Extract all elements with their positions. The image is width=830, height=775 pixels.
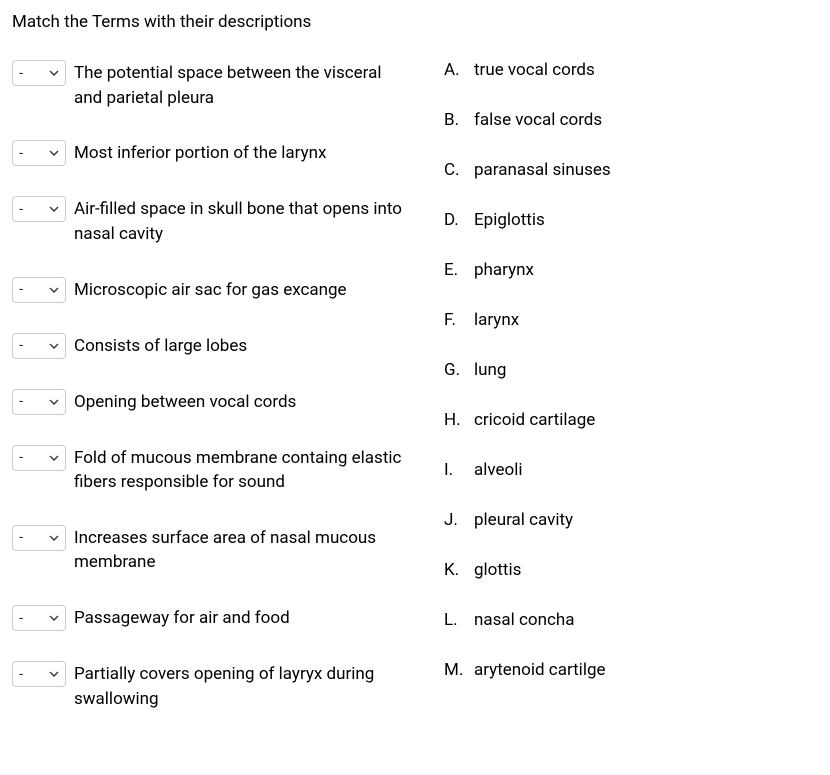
- chevron-down-icon: [49, 150, 59, 156]
- chevron-down-icon: [49, 343, 59, 349]
- question-row: - Fold of mucous membrane containg elast…: [12, 445, 412, 495]
- answer-text: glottis: [474, 560, 521, 580]
- answer-text: larynx: [474, 310, 519, 330]
- dropdown-value: -: [19, 282, 23, 297]
- answer-letter: E.: [444, 260, 464, 280]
- answer-letter: F.: [444, 310, 464, 330]
- answer-dropdown[interactable]: -: [12, 525, 66, 551]
- dropdown-value: -: [19, 667, 23, 682]
- answer-dropdown[interactable]: -: [12, 389, 66, 415]
- question-row: - Partially covers opening of layryx dur…: [12, 661, 412, 711]
- answer-dropdown[interactable]: -: [12, 605, 66, 631]
- answer-row: L. nasal concha: [444, 610, 818, 630]
- answer-row: J. pleural cavity: [444, 510, 818, 530]
- question-text: Fold of mucous membrane containg elastic…: [74, 445, 412, 495]
- answer-row: M. arytenoid cartilge: [444, 660, 818, 680]
- chevron-down-icon: [49, 206, 59, 212]
- answer-dropdown[interactable]: -: [12, 661, 66, 687]
- question-row: - Most inferior portion of the larynx: [12, 140, 412, 166]
- question-text: The potential space between the visceral…: [74, 60, 412, 110]
- answer-text: lung: [474, 360, 506, 380]
- dropdown-value: -: [19, 146, 23, 161]
- dropdown-value: -: [19, 338, 23, 353]
- answer-text: cricoid cartilage: [474, 410, 595, 430]
- answer-text: arytenoid cartilge: [474, 660, 606, 680]
- answer-letter: C.: [444, 160, 464, 180]
- answer-text: pharynx: [474, 260, 534, 280]
- answer-row: K. glottis: [444, 560, 818, 580]
- chevron-down-icon: [49, 535, 59, 541]
- chevron-down-icon: [49, 399, 59, 405]
- answer-row: F. larynx: [444, 310, 818, 330]
- answer-letter: D.: [444, 210, 464, 230]
- question-row: - Passageway for air and food: [12, 605, 412, 631]
- answer-letter: I.: [444, 460, 464, 480]
- chevron-down-icon: [49, 671, 59, 677]
- question-text: Opening between vocal cords: [74, 389, 296, 415]
- dropdown-value: -: [19, 202, 23, 217]
- answer-letter: B.: [444, 110, 464, 130]
- dropdown-value: -: [19, 450, 23, 465]
- answer-text: pleural cavity: [474, 510, 573, 530]
- answer-row: D. Epiglottis: [444, 210, 818, 230]
- answer-text: true vocal cords: [474, 60, 595, 80]
- answer-dropdown[interactable]: -: [12, 140, 66, 166]
- answer-text: false vocal cords: [474, 110, 602, 130]
- question-text: Air-filled space in skull bone that open…: [74, 196, 412, 246]
- matching-columns: - The potential space between the viscer…: [12, 60, 818, 741]
- question-row: - Air-filled space in skull bone that op…: [12, 196, 412, 246]
- question-text: Most inferior portion of the larynx: [74, 140, 326, 166]
- question-row: - The potential space between the viscer…: [12, 60, 412, 110]
- question-row: - Microscopic air sac for gas excange: [12, 277, 412, 303]
- answer-row: G. lung: [444, 360, 818, 380]
- question-row: - Consists of large lobes: [12, 333, 412, 359]
- answer-letter: K.: [444, 560, 464, 580]
- answer-text: nasal concha: [474, 610, 575, 630]
- question-text: Consists of large lobes: [74, 333, 247, 359]
- question-text: Microscopic air sac for gas excange: [74, 277, 347, 303]
- dropdown-value: -: [19, 394, 23, 409]
- answer-dropdown[interactable]: -: [12, 60, 66, 86]
- question-row: - Opening between vocal cords: [12, 389, 412, 415]
- question-text: Partially covers opening of layryx durin…: [74, 661, 412, 711]
- answer-letter: A.: [444, 60, 464, 80]
- questions-column: - The potential space between the viscer…: [12, 60, 412, 741]
- answer-dropdown[interactable]: -: [12, 445, 66, 471]
- answer-dropdown[interactable]: -: [12, 196, 66, 222]
- dropdown-value: -: [19, 611, 23, 626]
- answer-dropdown[interactable]: -: [12, 277, 66, 303]
- answer-text: paranasal sinuses: [474, 160, 611, 180]
- answers-column: A. true vocal cords B. false vocal cords…: [444, 60, 818, 741]
- answer-letter: L.: [444, 610, 464, 630]
- answer-letter: G.: [444, 360, 464, 380]
- answer-letter: J.: [444, 510, 464, 530]
- question-row: - Increases surface area of nasal mucous…: [12, 525, 412, 575]
- answer-text: Epiglottis: [474, 210, 545, 230]
- answer-letter: H.: [444, 410, 464, 430]
- chevron-down-icon: [49, 455, 59, 461]
- answer-letter: M.: [444, 660, 464, 680]
- answer-row: A. true vocal cords: [444, 60, 818, 80]
- answer-row: C. paranasal sinuses: [444, 160, 818, 180]
- chevron-down-icon: [49, 70, 59, 76]
- answer-row: H. cricoid cartilage: [444, 410, 818, 430]
- question-text: Increases surface area of nasal mucous m…: [74, 525, 412, 575]
- chevron-down-icon: [49, 615, 59, 621]
- answer-dropdown[interactable]: -: [12, 333, 66, 359]
- dropdown-value: -: [19, 66, 23, 81]
- chevron-down-icon: [49, 287, 59, 293]
- instructions-text: Match the Terms with their descriptions: [12, 12, 818, 32]
- answer-row: B. false vocal cords: [444, 110, 818, 130]
- dropdown-value: -: [19, 530, 23, 545]
- answer-text: alveoli: [474, 460, 523, 480]
- answer-row: I. alveoli: [444, 460, 818, 480]
- answer-row: E. pharynx: [444, 260, 818, 280]
- question-text: Passageway for air and food: [74, 605, 290, 631]
